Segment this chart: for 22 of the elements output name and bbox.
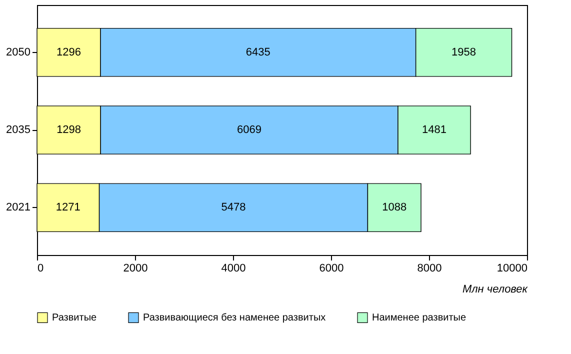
x-tick-label: 2000 — [123, 262, 148, 274]
y-tick-label: 2035 — [6, 124, 30, 136]
legend-label: Развивающиеся без наменее развитых — [143, 312, 326, 324]
data-label: 1271 — [56, 202, 80, 214]
y-tick-label: 2050 — [6, 46, 30, 58]
x-tick-label: 0 — [38, 262, 44, 274]
data-label: 6435 — [246, 46, 270, 58]
data-label: 1958 — [452, 46, 476, 58]
legend-label: Развитые — [52, 312, 98, 324]
y-tick-label: 2021 — [6, 202, 30, 214]
x-axis-title: Млн человек — [462, 284, 528, 296]
data-label: 1296 — [56, 46, 81, 58]
legend-label: Наименее развитые — [372, 312, 466, 324]
data-label: 5478 — [221, 202, 246, 214]
x-tick-label: 6000 — [319, 262, 344, 274]
x-tick-label: 10000 — [496, 262, 528, 274]
data-label: 1298 — [56, 124, 82, 136]
data-label: 6069 — [237, 124, 262, 136]
data-label: 1088 — [382, 202, 407, 214]
x-tick-label: 8000 — [417, 262, 442, 274]
data-label: 1481 — [422, 124, 447, 136]
x-tick-label: 4000 — [221, 262, 246, 274]
